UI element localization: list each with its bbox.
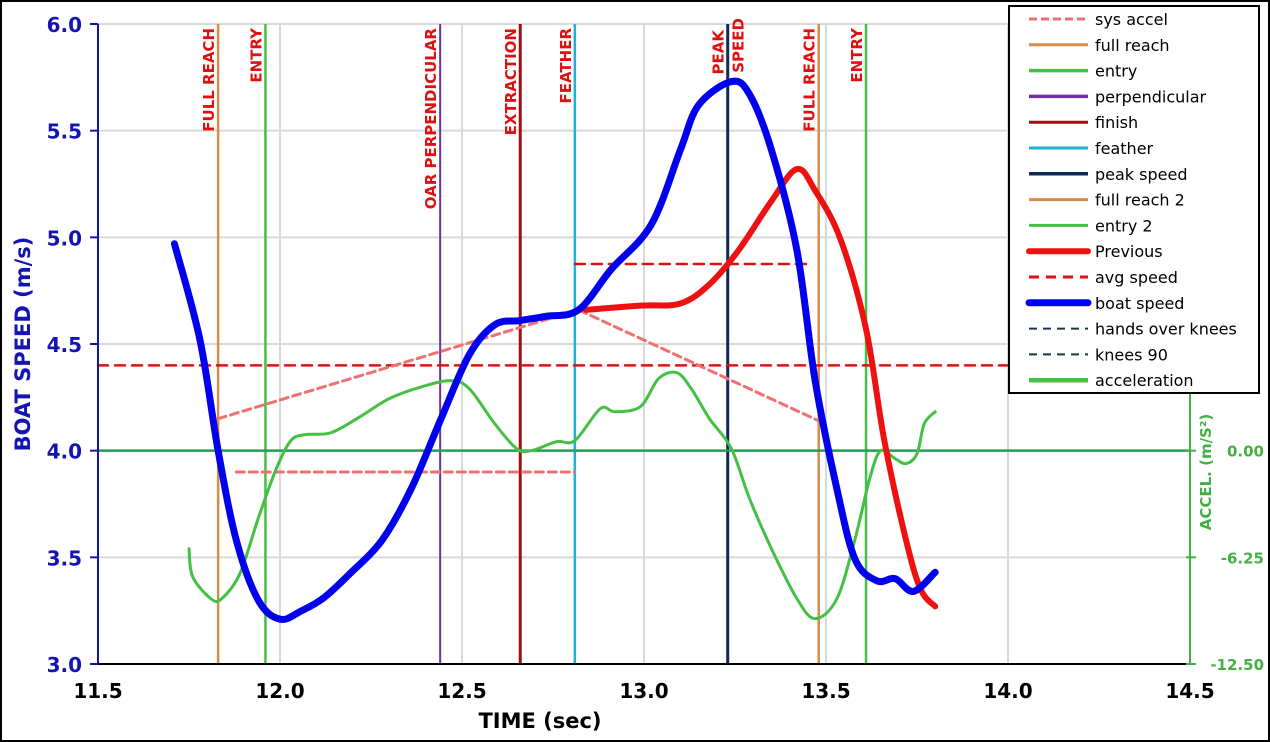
- event-label: ENTRY: [848, 27, 866, 83]
- y2-tick-label: -12.50: [1210, 656, 1264, 674]
- event-label: FULL REACH: [200, 28, 218, 132]
- legend-label: acceleration: [1095, 371, 1194, 390]
- legend-label: entry: [1095, 62, 1137, 81]
- legend-label: boat speed: [1095, 294, 1184, 313]
- legend-label: peak speed: [1095, 165, 1188, 184]
- event-lines: FULL REACH ENTRY OAR PERPENDICULAR EXTRACTI…: [200, 18, 868, 664]
- y2-tick-label: 0.00: [1227, 443, 1264, 461]
- legend: sys accel full reach entry perpendicular fin…: [1008, 5, 1260, 394]
- legend-label: hands over knees: [1095, 320, 1237, 339]
- x-tick-label: 12.5: [437, 679, 486, 703]
- legend-label: finish: [1095, 113, 1138, 132]
- x-tick-label: 11.5: [73, 679, 122, 703]
- y-tick-label: 3.5: [47, 546, 82, 570]
- legend-label: full reach: [1095, 36, 1170, 55]
- legend-label: sys accel: [1095, 10, 1168, 29]
- legend-label: knees 90: [1095, 345, 1168, 364]
- legend-label: entry 2: [1095, 216, 1153, 235]
- series-lines: [96, 77, 1192, 623]
- event-label: FULL REACH: [801, 28, 819, 132]
- y-axis-title: BOAT SPEED (m/s): [11, 237, 35, 452]
- legend-label: feather: [1095, 139, 1154, 158]
- series-Previous: [582, 165, 939, 610]
- y-tick-label: 4.0: [47, 440, 82, 464]
- y2-tick-label: -6.25: [1221, 549, 1264, 567]
- y-tick-label: 4.5: [47, 333, 82, 357]
- event-label: ENTRY: [247, 27, 265, 83]
- x-tick-label: 14.0: [983, 679, 1032, 703]
- x-tick-label: 13.0: [619, 679, 668, 703]
- y-tick-label: 5.5: [47, 120, 82, 144]
- axes: 11.5 12.0 12.5 13.0 13.5 14.0 14.5 3.0 3.5 4.0 4.5…: [47, 13, 1264, 703]
- event-label-peak: PEAK: [710, 29, 728, 75]
- event-label: EXTRACTION: [502, 28, 520, 135]
- y2-axis-title: ACCEL. (m/S²): [1197, 414, 1215, 531]
- x-tick-label: 14.5: [1165, 679, 1214, 703]
- legend-label: avg speed: [1095, 268, 1178, 287]
- event-label: OAR PERPENDICULAR: [422, 28, 440, 210]
- y-tick-label: 5.0: [47, 226, 82, 250]
- y-tick-label: 6.0: [47, 13, 82, 37]
- series-boat-speed: [170, 77, 939, 623]
- legend-label: perpendicular: [1095, 87, 1207, 106]
- x-axis-title: TIME (sec): [478, 709, 601, 733]
- x-tick-label: 13.5: [801, 679, 850, 703]
- x-tick-label: 12.0: [255, 679, 304, 703]
- y-tick-label: 3.0: [47, 653, 82, 677]
- series-acceleration: [187, 370, 937, 621]
- event-label-speed: SPEED: [730, 18, 748, 73]
- legend-label: Previous: [1095, 242, 1163, 261]
- legend-label: full reach 2: [1095, 191, 1185, 210]
- event-label: FEATHER: [557, 28, 575, 104]
